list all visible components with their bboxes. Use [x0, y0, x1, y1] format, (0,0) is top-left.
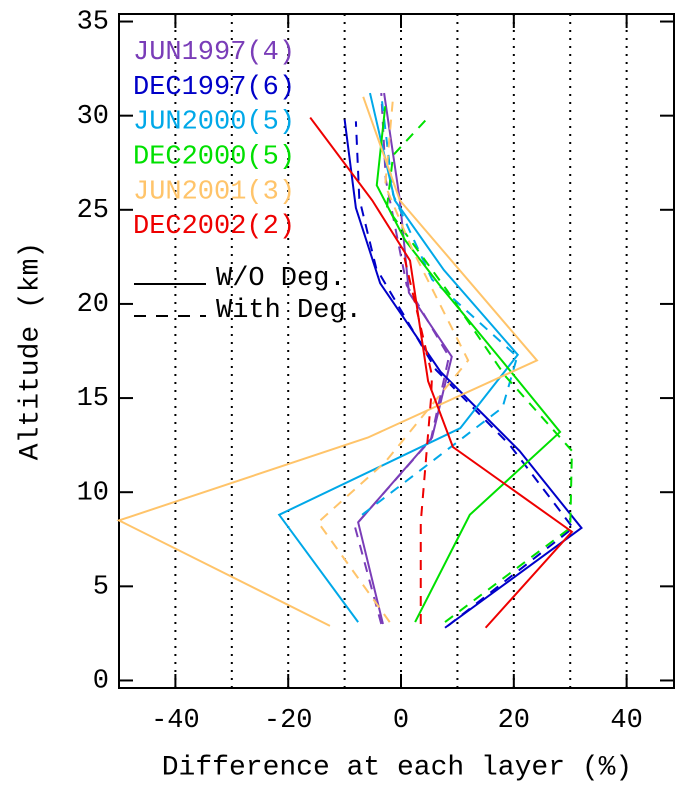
y-tick-label: 5 [93, 572, 109, 602]
data-line [402, 254, 434, 624]
y-axis-label: Altitude (km) [15, 242, 46, 460]
data-line [116, 96, 539, 627]
x-tick-label: 40 [610, 706, 642, 736]
data-line [354, 121, 575, 627]
y-tick-label: 25 [77, 196, 109, 226]
y-tick-label: 20 [77, 290, 109, 320]
plot-frame [118, 13, 675, 689]
legend-entry: With Deg. [216, 296, 362, 326]
legend-entry: JUN1997(4) [133, 38, 295, 68]
legend-entry: W/O Deg. [216, 264, 346, 294]
legend-entry: DEC2002(2) [133, 212, 295, 242]
y-tick-label: 35 [77, 8, 109, 38]
x-tick-label: -40 [151, 706, 200, 736]
legend-entry: DEC1997(6) [133, 73, 295, 103]
data-line [309, 116, 574, 629]
legend-entry: JUN2001(3) [133, 177, 295, 207]
y-tick-label: 30 [77, 102, 109, 132]
data-line [277, 92, 520, 623]
legend-entry: DEC2000(5) [133, 143, 295, 173]
x-tick-label: 0 [393, 706, 409, 736]
data-line [375, 106, 562, 623]
data-line [357, 92, 453, 625]
legend-entry: JUN2000(5) [133, 108, 295, 138]
data-line [343, 119, 583, 629]
y-tick-label: 15 [77, 384, 109, 414]
y-tick-label: 0 [93, 667, 109, 697]
y-tick-label: 10 [77, 478, 109, 508]
data-line [385, 116, 573, 623]
x-tick-label: 20 [498, 706, 530, 736]
x-tick-label: -20 [264, 706, 313, 736]
x-axis-label: Difference at each layer (%) [162, 752, 632, 783]
data-line [316, 96, 470, 623]
